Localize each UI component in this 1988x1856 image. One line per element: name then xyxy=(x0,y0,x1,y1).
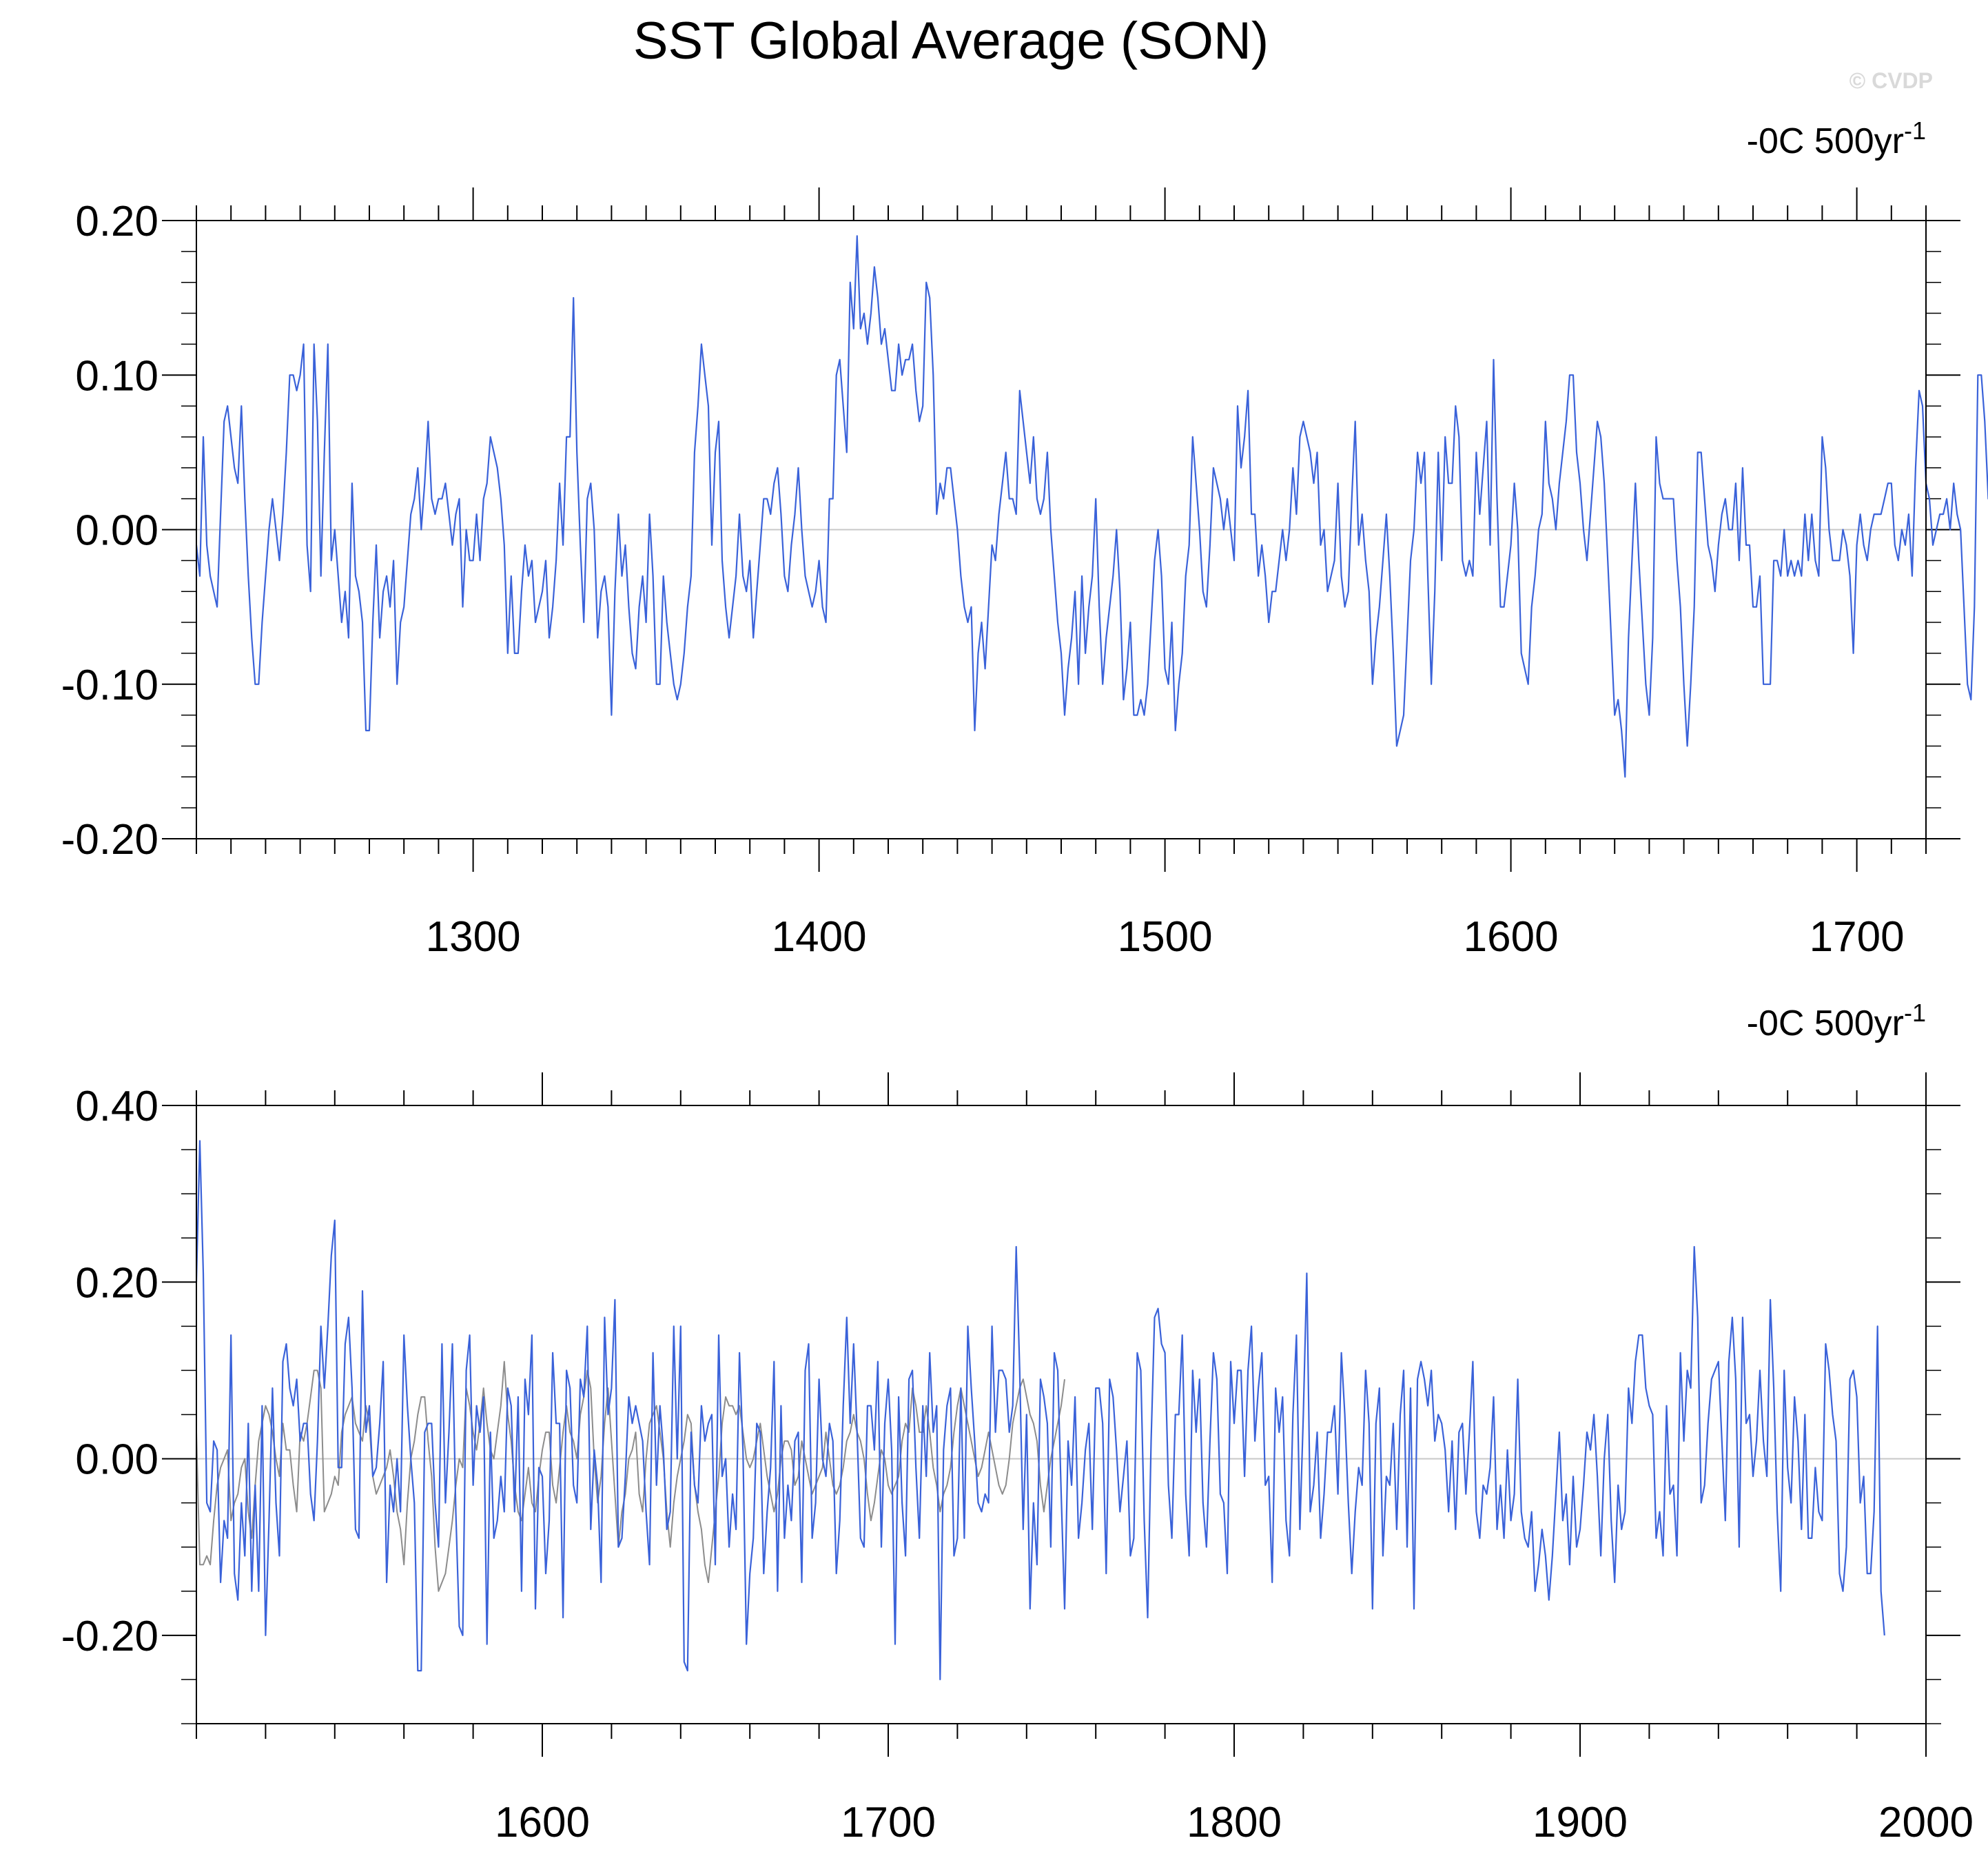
panel-picontrol: -0C 500yr-1 1600 1700 1800 1900 2000 0.40 0.20 0… xyxy=(61,999,1974,1846)
y-tick-label: 0.00 xyxy=(75,1436,158,1484)
x-tick-label: 1700 xyxy=(841,1799,936,1846)
y-tick-label: -0.20 xyxy=(61,1613,158,1660)
plot-frame xyxy=(196,220,1927,839)
x-tick-label: 2000 xyxy=(1878,1799,1974,1846)
trend-label: -0C 500yr-1 xyxy=(1747,999,1926,1043)
y-tick-label: 0.00 xyxy=(75,507,158,555)
y-tick-label: 0.10 xyxy=(75,352,158,400)
series-line-overlay xyxy=(196,1360,1065,1592)
x-tick-label: 1600 xyxy=(495,1799,590,1846)
panel-noenso: -0C 500yr-1 1300 1400 1500 1600 1700 0.20 0.10 0… xyxy=(61,116,1988,961)
x-tick-label: 1500 xyxy=(1118,913,1213,961)
x-tick-label: 1700 xyxy=(1810,913,1905,961)
x-tick-label: 1300 xyxy=(426,913,521,961)
x-tick-label: 1900 xyxy=(1533,1799,1628,1846)
figure-title: SST Global Average (SON) xyxy=(633,12,1269,70)
y-tick-label: 0.40 xyxy=(75,1083,158,1130)
x-tick-label: 1800 xyxy=(1187,1799,1282,1846)
y-tick-label: 0.20 xyxy=(75,198,158,245)
trend-label: -0C 500yr-1 xyxy=(1747,116,1926,161)
series-line-primary xyxy=(195,1140,1885,1680)
trend-exponent: -1 xyxy=(1904,999,1926,1027)
watermark: © CVDP xyxy=(1849,68,1933,93)
trend-value: -0C 500yr xyxy=(1747,1003,1904,1043)
trend-exponent: -1 xyxy=(1904,116,1926,145)
x-tick-label: 1600 xyxy=(1464,913,1559,961)
y-tick-label: 0.20 xyxy=(75,1259,158,1307)
plot-frame xyxy=(196,1105,1927,1724)
y-tick-label: -0.20 xyxy=(61,816,158,864)
x-tick-label: 1400 xyxy=(772,913,867,961)
y-tick-label: -0.10 xyxy=(61,662,158,709)
trend-value: -0C 500yr xyxy=(1747,121,1904,161)
series-line-primary xyxy=(195,235,1988,778)
